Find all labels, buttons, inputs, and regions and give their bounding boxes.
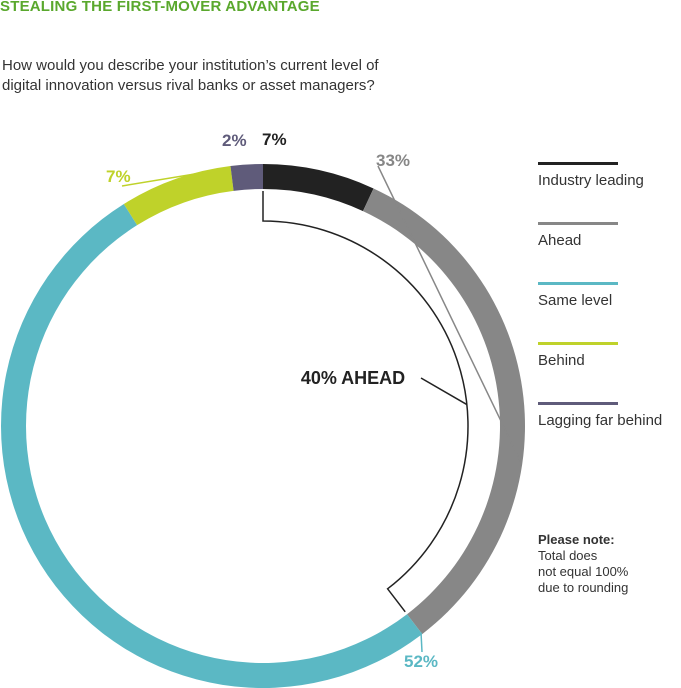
value-label-ahead: 33% (376, 151, 410, 170)
legend-swatch (538, 282, 618, 285)
note-line: due to rounding (538, 580, 629, 595)
legend-label: Behind (538, 352, 585, 369)
ahead-bracket-leader (420, 377, 468, 406)
leader-line-same-level (420, 632, 423, 653)
slice-same-level (1, 204, 423, 688)
ahead-annotation: 40% AHEAD (301, 368, 405, 388)
legend-swatch (538, 162, 618, 165)
ahead-bracket (262, 191, 469, 613)
legend-label: Industry leading (538, 172, 644, 189)
legend-swatch (538, 222, 618, 225)
rounding-note: Please note: Total does not equal 100% d… (538, 532, 678, 596)
legend-item-behind: Behind (538, 342, 681, 402)
leader-line-behind (121, 170, 211, 187)
value-label-lagging-far-behind: 2% (222, 131, 247, 150)
legend-item-industry-leading: Industry leading (538, 162, 681, 222)
note-line: not equal 100% (538, 564, 629, 579)
leader-line-ahead (377, 165, 522, 462)
slice-industry-leading (263, 164, 374, 212)
note-title: Please note: (538, 532, 615, 547)
value-label-industry-leading: 7% (262, 130, 287, 149)
value-label-same-level: 52% (404, 652, 438, 671)
note-line: Total does (538, 548, 598, 563)
chart-legend: Industry leading Ahead Same level Behind Lag… (538, 162, 681, 462)
chart-title: STEALING THE FIRST-MOVER ADVANTAGE (0, 0, 320, 15)
legend-item-lagging-far-behind: Lagging far behind (538, 402, 681, 462)
value-label-behind: 7% (106, 167, 131, 186)
slice-ahead (362, 188, 525, 635)
slice-behind (123, 166, 234, 226)
slice-lagging-far-behind (230, 164, 263, 191)
legend-swatch (538, 402, 618, 405)
legend-swatch (538, 342, 618, 345)
legend-item-same-level: Same level (538, 282, 681, 342)
legend-label: Same level (538, 292, 613, 309)
chart-question: How would you describe your institution’… (2, 57, 379, 94)
legend-item-ahead: Ahead (538, 222, 681, 282)
legend-label: Ahead (538, 232, 582, 249)
legend-label: Lagging far behind (538, 412, 663, 429)
